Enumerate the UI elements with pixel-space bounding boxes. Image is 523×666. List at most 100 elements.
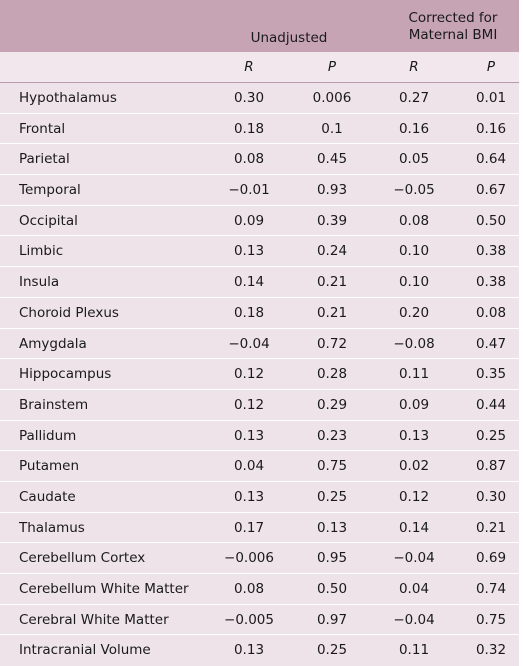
region-name: Intracranial Volume (19, 642, 151, 659)
value-p-unadjusted: 0.23 (316, 427, 348, 444)
table-row: Cerebral White Matter −0.005 0.97 −0.04 0.75 (0, 605, 521, 636)
value-r-unadjusted: −0.04 (228, 335, 270, 352)
table-body: Hypothalamus 0.30 0.006 0.27 0.01 Frontal 0.18… (0, 83, 521, 666)
region-name: Brainstem (19, 396, 89, 413)
value-r-unadjusted: −0.006 (224, 550, 274, 567)
value-r-corrected: 0.05 (398, 151, 430, 168)
region-name: Hippocampus (19, 366, 112, 383)
value-r-corrected: 0.04 (398, 581, 430, 597)
value-p-corrected: 0.74 (475, 581, 507, 597)
value-p-unadjusted: 0.28 (316, 366, 348, 383)
table-row: Choroid Plexus 0.18 0.21 0.20 0.08 (0, 298, 521, 329)
value-r-corrected: 0.13 (398, 427, 430, 444)
value-r-unadjusted: −0.005 (224, 611, 274, 628)
region-name: Caudate (19, 488, 76, 505)
value-r-unadjusted: 0.18 (233, 120, 265, 137)
table-row: Insula 0.14 0.21 0.10 0.38 (0, 267, 521, 298)
value-p-corrected: 0.38 (475, 243, 507, 260)
value-r-corrected: 0.27 (398, 90, 430, 106)
header-corrected-line1: Corrected for (408, 10, 498, 26)
value-p-unadjusted: 0.25 (316, 488, 348, 505)
value-p-unadjusted: 0.93 (316, 182, 348, 199)
value-r-corrected: 0.12 (398, 488, 430, 505)
table-row: Cerebellum Cortex −0.006 0.95 −0.04 0.69 (0, 543, 521, 574)
value-p-corrected: 0.75 (475, 611, 507, 628)
table-row: Cerebellum White Matter 0.08 0.50 0.04 0.74 (0, 574, 521, 605)
region-name: Thalamus (19, 519, 85, 536)
value-p-corrected: 0.87 (475, 458, 507, 475)
value-r-unadjusted: 0.14 (233, 274, 265, 291)
value-r-unadjusted: 0.04 (233, 458, 265, 475)
region-name: Cerebral White Matter (19, 611, 169, 628)
value-r-unadjusted: 0.13 (233, 642, 265, 659)
table-row: Frontal 0.18 0.1 0.16 0.16 (0, 114, 521, 145)
value-p-corrected: 0.47 (475, 335, 507, 352)
value-p-unadjusted: 0.95 (316, 550, 348, 567)
table-row: Temporal −0.01 0.93 −0.05 0.67 (0, 175, 521, 206)
value-r-corrected: 0.09 (398, 396, 430, 413)
value-p-unadjusted: 0.45 (316, 151, 348, 168)
table-right-divider (519, 0, 521, 666)
value-p-corrected: 0.64 (475, 151, 507, 168)
table-header-group-row: Unadjusted Corrected for Maternal BMI (0, 0, 521, 52)
value-r-corrected: −0.04 (393, 611, 435, 628)
value-r-corrected: 0.14 (398, 519, 430, 536)
table-row: Caudate 0.13 0.25 0.12 0.30 (0, 482, 521, 513)
value-p-corrected: 0.67 (475, 182, 507, 199)
value-r-corrected: 0.11 (398, 366, 430, 383)
region-name: Parietal (19, 151, 70, 168)
table-row: Hypothalamus 0.30 0.006 0.27 0.01 (0, 83, 521, 114)
value-p-unadjusted: 0.006 (312, 90, 352, 106)
table-row: Intracranial Volume 0.13 0.25 0.11 0.32 (0, 635, 521, 666)
value-r-unadjusted: 0.08 (233, 151, 265, 168)
header-corrected-bmi: Corrected for Maternal BMI (400, 10, 506, 44)
region-name: Cerebellum Cortex (19, 550, 146, 567)
value-r-unadjusted: 0.09 (233, 212, 265, 229)
value-r-unadjusted: 0.12 (233, 396, 265, 413)
value-p-unadjusted: 0.97 (316, 611, 348, 628)
region-name: Occipital (19, 212, 78, 229)
value-p-unadjusted: 0.13 (316, 519, 348, 536)
value-r-unadjusted: 0.08 (233, 581, 265, 597)
value-r-unadjusted: 0.13 (233, 243, 265, 260)
value-p-unadjusted: 0.21 (316, 274, 348, 291)
subheader-r-unadjusted: R (244, 59, 254, 75)
region-name: Choroid Plexus (19, 304, 119, 321)
subheader-p-corrected: P (486, 59, 496, 75)
table-header-subcolumns: R P R P (0, 52, 521, 83)
table-row: Putamen 0.04 0.75 0.02 0.87 (0, 451, 521, 482)
value-r-corrected: −0.05 (393, 182, 435, 199)
region-name: Cerebellum White Matter (19, 581, 189, 597)
value-r-unadjusted: 0.13 (233, 488, 265, 505)
value-p-corrected: 0.69 (475, 550, 507, 567)
value-r-corrected: −0.08 (393, 335, 435, 352)
value-p-corrected: 0.50 (475, 212, 507, 229)
value-p-corrected: 0.25 (475, 427, 507, 444)
value-r-unadjusted: 0.12 (233, 366, 265, 383)
table-row: Amygdala −0.04 0.72 −0.08 0.47 (0, 329, 521, 360)
value-p-unadjusted: 0.21 (316, 304, 348, 321)
value-r-unadjusted: 0.13 (233, 427, 265, 444)
value-p-corrected: 0.16 (475, 120, 507, 137)
value-r-corrected: 0.02 (398, 458, 430, 475)
table-row: Pallidum 0.13 0.23 0.13 0.25 (0, 421, 521, 452)
header-corrected-line2: Maternal BMI (408, 27, 498, 43)
value-p-corrected: 0.21 (475, 519, 507, 536)
table-row: Thalamus 0.17 0.13 0.14 0.21 (0, 513, 521, 544)
value-r-corrected: 0.10 (398, 243, 430, 260)
value-r-corrected: 0.16 (398, 120, 430, 137)
region-name: Frontal (19, 120, 66, 137)
table-row: Parietal 0.08 0.45 0.05 0.64 (0, 144, 521, 176)
value-p-unadjusted: 0.39 (316, 212, 348, 229)
value-p-corrected: 0.32 (475, 642, 507, 659)
value-p-corrected: 0.08 (475, 304, 507, 321)
region-name: Hypothalamus (19, 90, 117, 106)
table-row: Limbic 0.13 0.24 0.10 0.38 (0, 236, 521, 268)
region-name: Putamen (19, 458, 80, 475)
value-r-corrected: 0.20 (398, 304, 430, 321)
value-p-corrected: 0.35 (475, 366, 507, 383)
value-p-unadjusted: 0.24 (316, 243, 348, 260)
value-r-corrected: −0.04 (393, 550, 435, 567)
value-r-unadjusted: 0.17 (233, 519, 265, 536)
